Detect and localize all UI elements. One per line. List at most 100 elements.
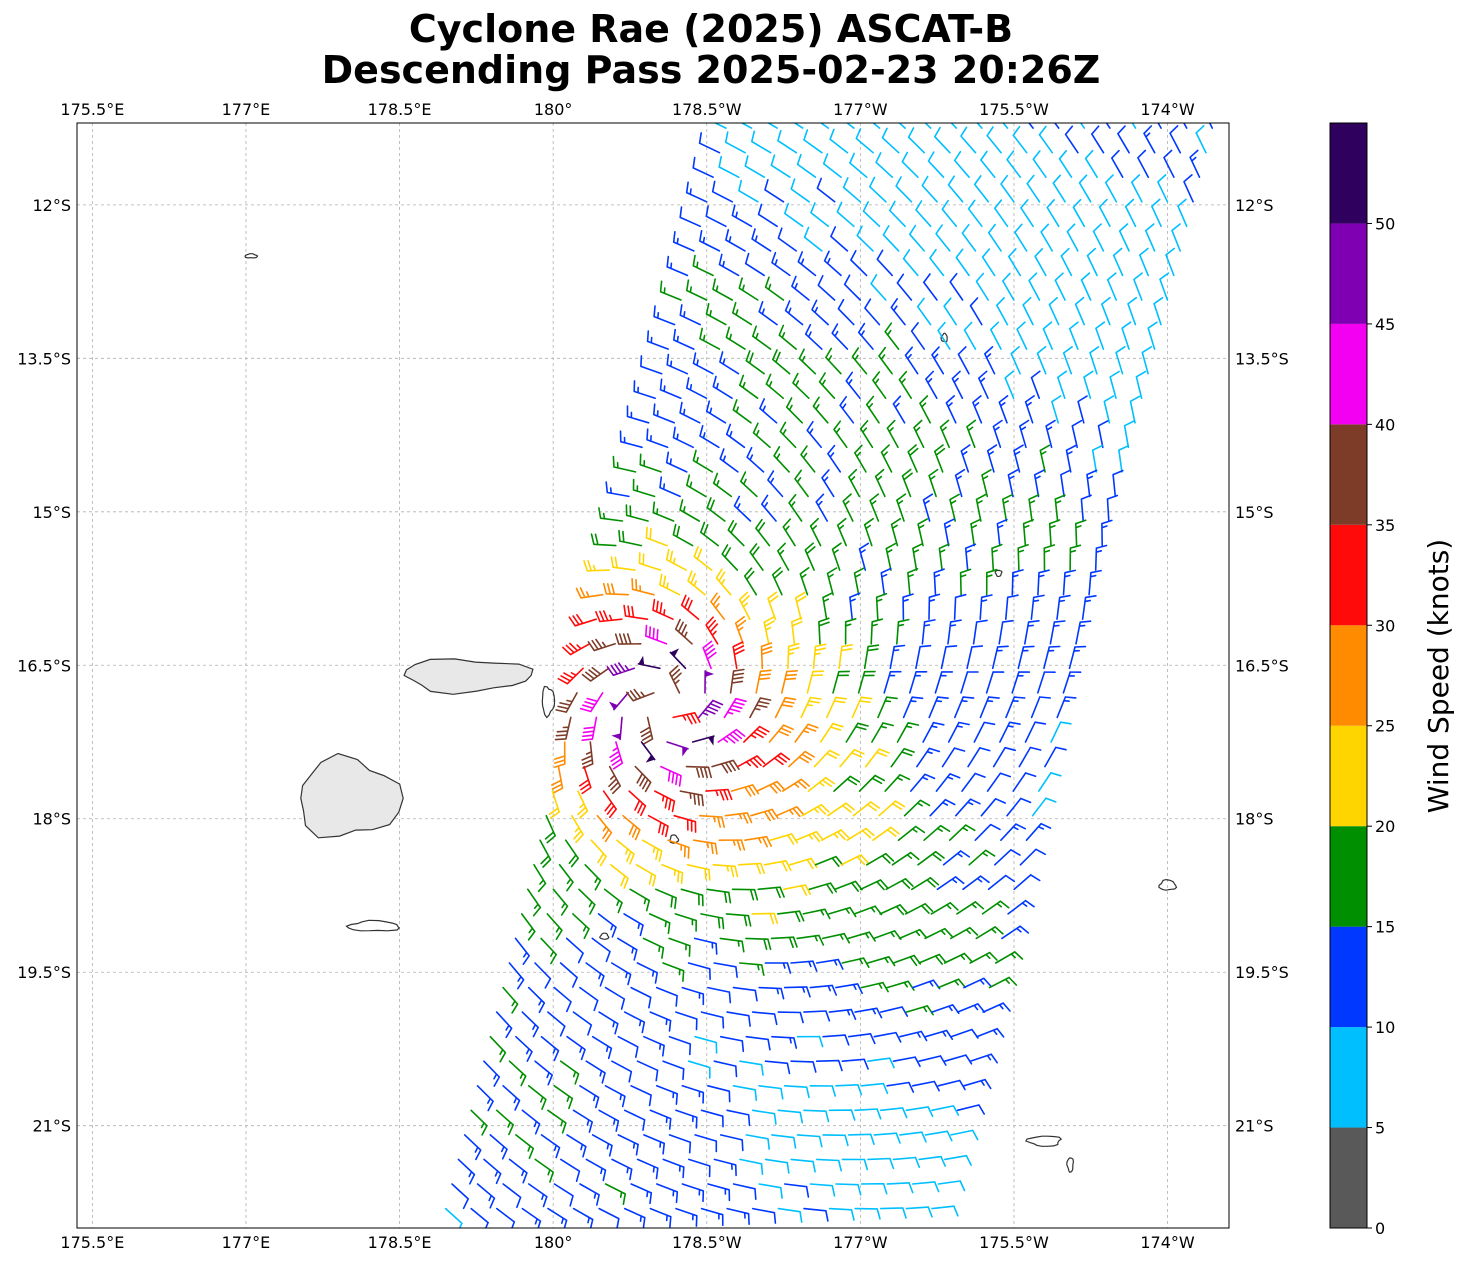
wind-barb <box>749 543 764 571</box>
wind-barb <box>842 177 862 203</box>
wind-barb <box>815 1059 843 1072</box>
barb-staff <box>844 618 857 645</box>
wind-barb <box>779 421 797 449</box>
wind-barb <box>679 499 700 522</box>
wind-barb <box>640 716 654 745</box>
wind-barb <box>953 593 967 620</box>
barb-staff <box>899 1030 928 1042</box>
wind-barb <box>514 937 530 965</box>
wind-barb <box>675 1207 698 1227</box>
wind-barb <box>978 370 989 399</box>
wind-barb <box>896 273 913 301</box>
barb-staff <box>1043 645 1061 670</box>
wind-barb <box>1054 494 1066 522</box>
wind-barb <box>699 814 725 828</box>
barb-staff <box>705 616 719 645</box>
barb-staff <box>685 181 708 203</box>
barb-staff <box>591 1134 613 1157</box>
colorbar-label: Wind Speed (knots) <box>1422 539 1455 813</box>
wind-barb <box>608 765 621 795</box>
wind-barb <box>1075 620 1092 645</box>
barb-staff <box>809 1085 836 1097</box>
wind-barb <box>647 814 669 838</box>
wind-barb <box>1030 594 1045 620</box>
barb-staff <box>918 1055 947 1066</box>
map-background <box>77 123 1229 1228</box>
wind-barb <box>1106 272 1117 301</box>
wind-barb <box>911 877 940 891</box>
barb-staff <box>639 453 662 473</box>
barb-staff <box>675 1011 698 1031</box>
barb-staff <box>972 395 983 424</box>
barb-staff <box>654 790 676 813</box>
wind-barb <box>934 671 954 694</box>
wind-barb <box>489 1035 507 1063</box>
barb-staff <box>777 129 798 154</box>
wind-barb <box>686 377 708 399</box>
barb-staff <box>476 1183 496 1209</box>
wind-barb <box>918 1055 947 1066</box>
wind-barb <box>745 937 772 951</box>
wind-barb <box>1127 296 1138 326</box>
barb-staff <box>970 518 982 547</box>
barb-staff <box>847 1133 875 1145</box>
barb-staff <box>729 668 745 694</box>
barb-staff <box>1016 321 1028 350</box>
wind-barb <box>715 568 732 596</box>
wind-barb <box>803 1010 831 1022</box>
barb-staff <box>539 839 552 868</box>
barb-staff <box>800 696 822 719</box>
barb-staff <box>995 951 1024 964</box>
barb-staff <box>896 722 920 743</box>
barb-staff <box>636 962 658 984</box>
barb-staff <box>1183 123 1188 129</box>
barb-staff <box>1080 494 1092 522</box>
barb-staff <box>723 697 747 719</box>
wind-barb <box>998 619 1014 645</box>
wind-barb <box>719 1134 744 1152</box>
barb-staff <box>1086 247 1098 277</box>
barb-staff <box>1002 123 1009 129</box>
colorbar-bin <box>1330 424 1367 525</box>
wind-barb <box>1118 445 1130 473</box>
wind-barb <box>1092 223 1105 252</box>
wind-barb <box>508 1158 528 1184</box>
barb-staff <box>1131 174 1143 203</box>
barb-staff <box>975 272 989 301</box>
wind-barb <box>1079 123 1086 129</box>
barb-staff <box>725 913 752 927</box>
wind-barb <box>1064 125 1079 154</box>
wind-barb <box>841 1158 869 1171</box>
barb-staff <box>1046 199 1060 228</box>
wind-barb <box>643 1035 665 1057</box>
wind-barb <box>846 827 875 841</box>
wind-barb <box>725 913 752 927</box>
wind-barb <box>705 205 727 228</box>
wind-barb <box>878 346 893 375</box>
wind-barb <box>1036 345 1047 375</box>
wind-barb <box>665 548 687 571</box>
wind-barb <box>727 520 745 547</box>
barb-staff <box>991 645 1009 670</box>
barb-staff <box>719 937 745 953</box>
barb-staff <box>596 814 613 843</box>
barb-staff <box>1019 848 1046 866</box>
wind-barb <box>659 378 682 399</box>
wind-barb <box>884 774 911 792</box>
barb-staff <box>999 721 1021 743</box>
barb-staff <box>991 543 1003 571</box>
wind-barb <box>681 986 705 1006</box>
wind-barb <box>884 322 900 350</box>
wind-barb <box>692 839 718 855</box>
wind-barb <box>937 978 966 989</box>
wind-barb <box>882 225 900 252</box>
barb-staff <box>514 937 530 965</box>
wind-barb <box>578 888 596 915</box>
wind-barb <box>976 123 983 129</box>
wind-barb <box>739 1158 764 1175</box>
barb-staff <box>792 372 810 399</box>
barb-staff <box>470 1109 488 1136</box>
wind-barb <box>476 1183 496 1209</box>
barb-staff <box>698 699 724 719</box>
wind-barb <box>839 748 865 768</box>
